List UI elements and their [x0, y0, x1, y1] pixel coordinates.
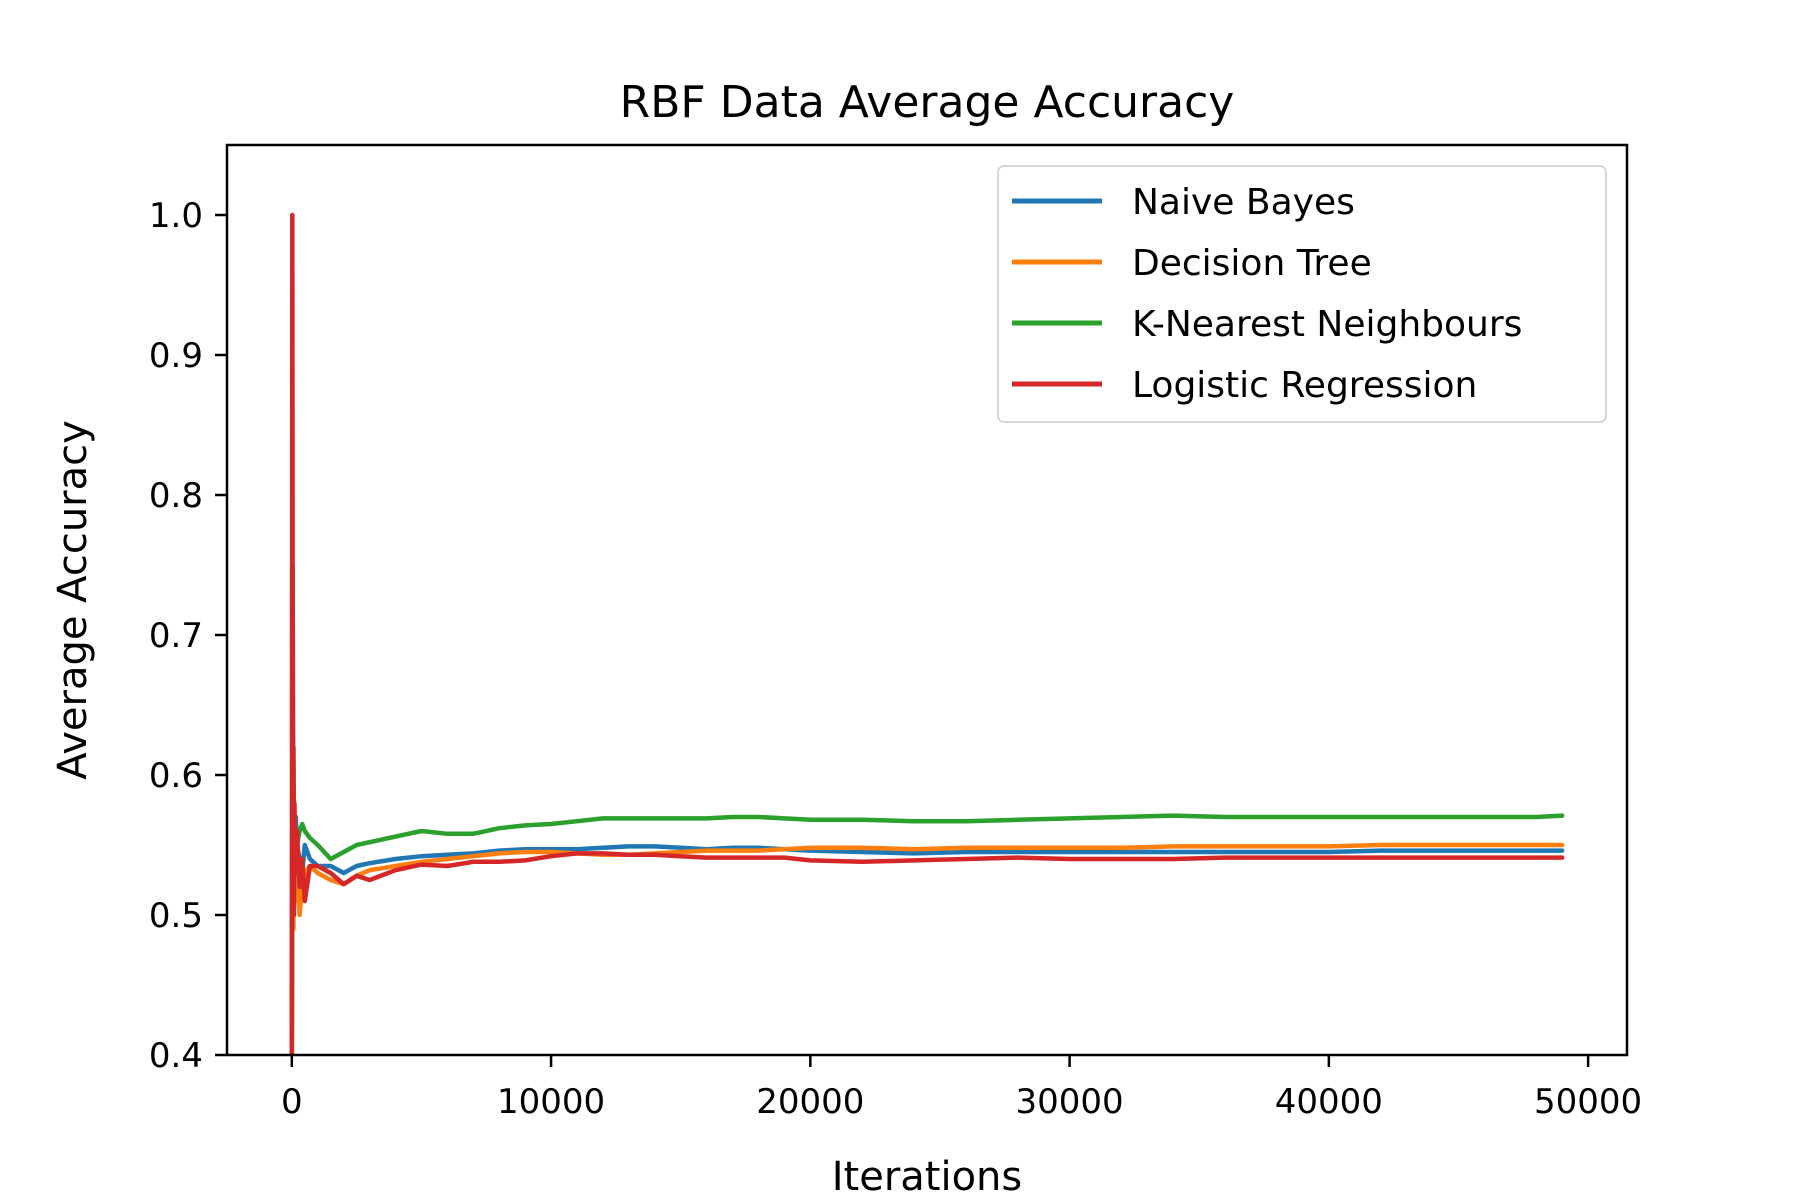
y-axis-label: Average Accuracy: [50, 420, 96, 780]
legend: Naive Bayes Decision Tree K-Nearest Neighb…: [997, 165, 1607, 423]
y-tick-label: 0.7: [149, 616, 203, 656]
x-tick-label: 0: [281, 1082, 303, 1122]
axis-layer: 0 10000 20000 30000 40000 50000 0.4 0.5 0.6 0.7 0.…: [149, 143, 1642, 1122]
y-tick-label: 0.9: [149, 336, 203, 376]
x-tick-label: 40000: [1275, 1082, 1383, 1122]
legend-item-naive-bayes: Naive Bayes: [1012, 182, 1355, 223]
legend-item-k-nearest-neighbours: K-Nearest Neighbours: [1012, 304, 1522, 345]
legend-label: Naive Bayes: [1132, 182, 1355, 223]
x-tick-label: 50000: [1534, 1082, 1642, 1122]
legend-box: [997, 165, 1607, 423]
series-line-naive-bayes: [289, 562, 1565, 1055]
y-tick-label: 0.4: [149, 1036, 203, 1076]
y-tick-label: 0.8: [149, 476, 203, 516]
plot-frame: [225, 143, 1629, 1057]
x-tick-label: 30000: [1016, 1082, 1124, 1122]
y-tick-label: 0.6: [149, 756, 203, 796]
chart-title: RBF Data Average Accuracy: [620, 77, 1235, 128]
series-line-k-nearest-neighbours: [289, 744, 1565, 1055]
legend-item-logistic-regression: Logistic Regression: [1012, 365, 1477, 406]
legend-label: Logistic Regression: [1132, 365, 1477, 406]
x-tick-label: 20000: [756, 1082, 864, 1122]
legend-label: Decision Tree: [1132, 243, 1372, 284]
series-layer: [289, 212, 1565, 1055]
x-tick-label: 10000: [497, 1082, 605, 1122]
series-line-logistic-regression: [289, 212, 1565, 1055]
y-tick-label: 1.0: [149, 196, 203, 236]
legend-label: K-Nearest Neighbours: [1132, 304, 1522, 345]
x-axis-label: Iterations: [832, 1154, 1023, 1200]
legend-item-decision-tree: Decision Tree: [1012, 243, 1372, 284]
y-tick-label: 0.5: [149, 896, 203, 936]
